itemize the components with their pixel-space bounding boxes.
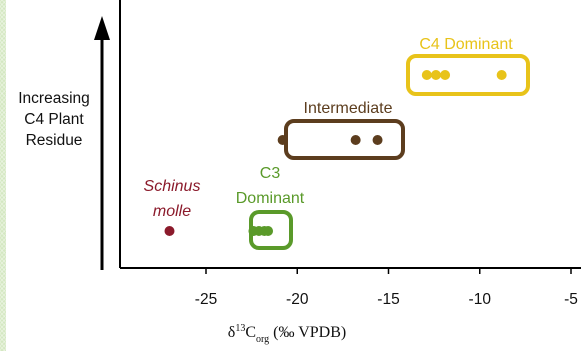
x-ticks: -25 -20 -15 -10 -5 (195, 268, 578, 308)
data-point (430, 70, 441, 80)
group-c4-dominant: C4 Dominant (406, 36, 530, 96)
group-label: Dominant (236, 190, 305, 207)
group-label: C3 (260, 165, 281, 182)
data-point (164, 226, 175, 236)
increase-arrow-head (94, 16, 110, 40)
group-label: molle (153, 203, 191, 220)
group-label: Schinus (144, 178, 201, 195)
x-tick-label: -20 (286, 291, 309, 308)
data-point (350, 135, 361, 145)
y-label-line-2: C4 Plant (24, 111, 84, 128)
data-point (421, 70, 432, 80)
x-tick-label: -5 (564, 291, 578, 308)
axes (94, 0, 581, 270)
x-tick-label: -15 (377, 291, 399, 308)
scatter-chart: -25 -20 -15 -10 -5 Schinus molle C3 Dominant Int… (94, 0, 581, 345)
data-point (263, 226, 274, 236)
y-label-line-3: Residue (25, 132, 83, 149)
data-point (496, 70, 507, 80)
group-label: Intermediate (304, 100, 393, 117)
data-point (440, 70, 451, 80)
x-axis-label: δ13Corg (‰ VPDB) (228, 323, 346, 345)
x-tick-label: -25 (195, 291, 217, 308)
x-tick-label: -10 (469, 291, 492, 308)
y-label-line-1: Increasing (18, 90, 90, 107)
group-schinus-molle: Schinus molle (144, 178, 201, 236)
y-axis-label: Increasing C4 Plant Residue (8, 88, 100, 151)
group-c3-dominant: C3 Dominant (236, 165, 305, 250)
group-box-intermediate (284, 119, 405, 160)
data-point (372, 135, 383, 145)
group-intermediate: Intermediate (277, 100, 405, 160)
groups: Schinus molle C3 Dominant Intermediate C4 Dom… (144, 36, 530, 250)
group-label: C4 Dominant (419, 36, 513, 53)
chart-panel: -25 -20 -15 -10 -5 Schinus molle C3 Dominant Int… (6, 0, 581, 351)
data-point (277, 135, 288, 145)
group-box-c4-dominant (406, 54, 530, 96)
